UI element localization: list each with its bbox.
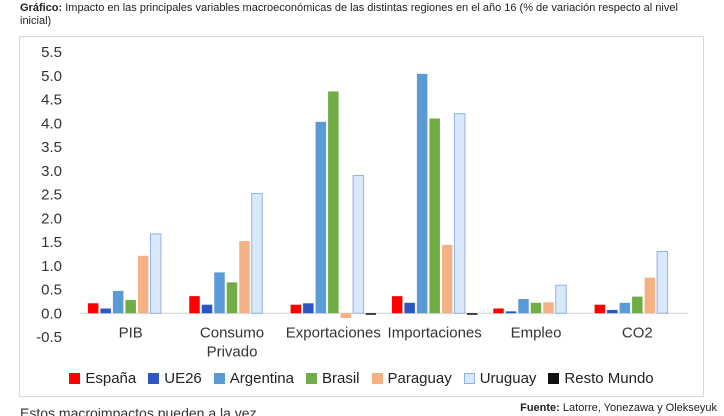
legend-label: UE26 (164, 370, 202, 387)
bar (352, 175, 365, 314)
legend-label: Resto Mundo (564, 370, 654, 387)
bar (543, 302, 554, 314)
y-tick-label: 3.0 (41, 163, 62, 180)
x-category-label: Consumo (200, 324, 264, 341)
y-tick-label: 1.5 (41, 234, 62, 251)
bar (416, 73, 428, 314)
bar (404, 302, 415, 314)
bar (340, 313, 352, 318)
legend-item: Argentina (213, 370, 294, 387)
bar (632, 296, 643, 314)
bar (315, 121, 327, 314)
bar (530, 302, 542, 314)
bar (365, 313, 377, 315)
bar (303, 303, 314, 314)
bar (100, 308, 111, 314)
x-category-label: Empleo (511, 324, 562, 341)
legend-item: UE26 (148, 370, 202, 387)
bar (656, 251, 669, 314)
bar (466, 313, 478, 315)
legend-swatch (148, 373, 160, 384)
x-category-label: Privado (207, 343, 258, 360)
chart-container: 5.5 5.0 4.5 4.0 3.5 3.0 2.5 2.0 1.5 1.0 0.5 0.0 -0.5… (19, 36, 704, 397)
bar (214, 272, 225, 314)
bar (644, 277, 656, 314)
bar (137, 255, 149, 314)
legend-swatch (371, 373, 383, 384)
bar (239, 241, 250, 314)
bar (328, 91, 339, 314)
y-tick-label: 5.5 (41, 44, 62, 61)
bar (251, 193, 263, 314)
y-tick-label: 2.5 (41, 187, 62, 204)
y-tick-label: 1.0 (41, 258, 62, 275)
x-category-label: PIB (119, 324, 143, 341)
caption-text: Impacto en las principales variables mac… (20, 2, 678, 27)
legend-item: Uruguay (463, 370, 537, 387)
legend-item: Brasil (305, 370, 360, 387)
y-tick-label: 2.0 (41, 210, 62, 227)
legend-label: Uruguay (479, 370, 537, 387)
x-category-label: Importaciones (388, 324, 482, 341)
legend-swatch (305, 373, 317, 384)
bar (555, 284, 567, 314)
y-tick-label: 4.5 (41, 92, 62, 109)
cut-off-paragraph: Estos macroimpactos pueden a la vez... (20, 405, 269, 416)
bar-chart: 5.5 5.0 4.5 4.0 3.5 3.0 2.5 2.0 1.5 1.0 0.5 0.0 -0.5… (36, 44, 688, 360)
legend-swatch (463, 373, 475, 384)
bar (290, 304, 302, 314)
bar (125, 299, 136, 314)
source-text: Latorre, Yonezawa y Olekseyuk (562, 402, 717, 414)
legend-item: Paraguay (371, 370, 452, 387)
bar (518, 299, 529, 314)
legend-label: Argentina (229, 370, 294, 387)
legend-label: Brasil (321, 370, 360, 387)
bar (149, 233, 162, 314)
bar (87, 303, 99, 314)
x-category-label: CO2 (622, 324, 653, 341)
bar (189, 296, 200, 314)
bar (226, 282, 238, 314)
caption-label: Gráfico: (20, 2, 63, 14)
bar (391, 296, 403, 314)
bar (594, 304, 606, 314)
y-tick-label: 3.5 (41, 139, 62, 156)
bar (493, 308, 504, 314)
bar (429, 118, 440, 314)
bar (505, 311, 517, 314)
source-note: Fuente: Latorre, Yonezawa y Olekseyuk (520, 402, 717, 414)
y-tick-label: 5.0 (41, 68, 62, 85)
y-tick-label: 0.0 (41, 305, 62, 322)
legend-swatch (213, 373, 225, 384)
source-label: Fuente: (520, 402, 560, 414)
bar (607, 309, 618, 314)
y-tick-label: 0.5 (41, 282, 62, 299)
bar (619, 302, 631, 314)
legend-label: España (85, 370, 137, 387)
legend-item: España (69, 370, 136, 387)
bar (201, 304, 213, 314)
bar (441, 244, 453, 314)
legend-swatch (69, 373, 81, 384)
chart-legend: España UE26 Argentina Brasil Paraguay Uruguay… (20, 370, 703, 387)
legend-label: Paraguay (387, 370, 452, 387)
chart-caption: Gráfico: Impacto en las principales vari… (20, 2, 710, 28)
y-tick-label: 4.0 (41, 115, 62, 132)
legend-swatch (548, 373, 560, 384)
x-category-label: Exportaciones (286, 324, 381, 341)
bar (453, 113, 466, 314)
bar (112, 290, 124, 314)
legend-item: Resto Mundo (548, 370, 654, 387)
y-tick-label: -0.5 (36, 329, 62, 346)
